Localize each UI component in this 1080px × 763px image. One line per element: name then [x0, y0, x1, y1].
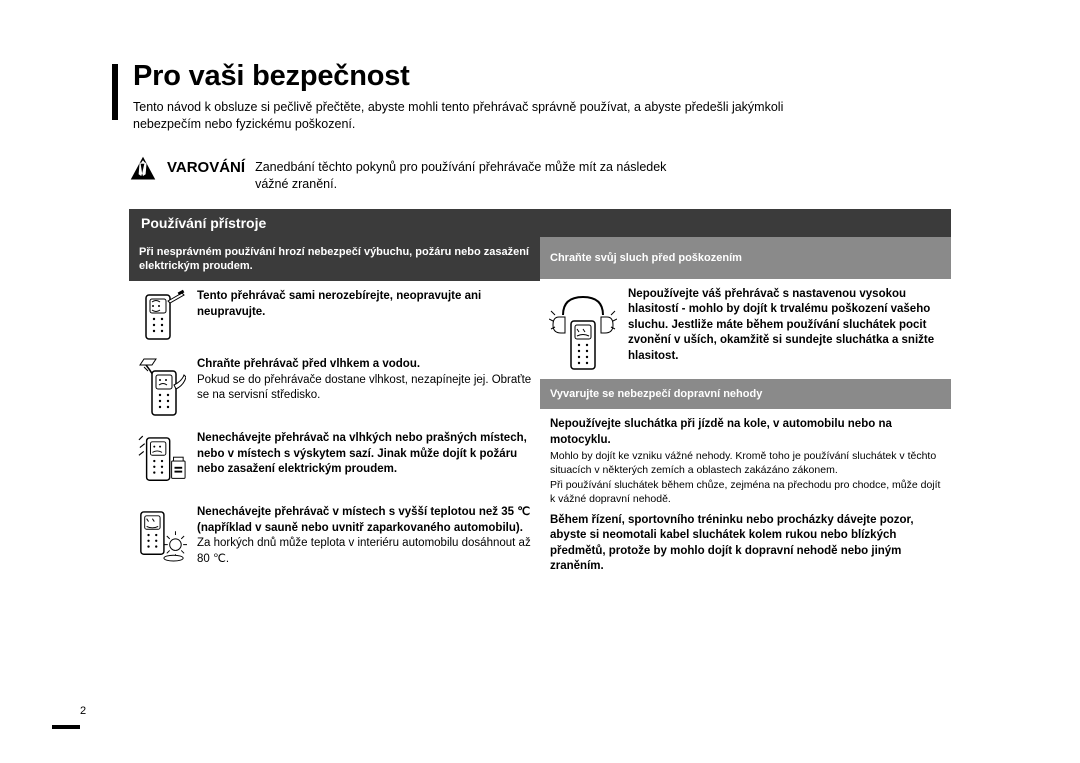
warning-line1: Zanedbání těchto pokynů pro používání př…: [255, 160, 666, 174]
right-subheading-hearing: Chraňte svůj sluch před poškozením: [540, 237, 951, 279]
water-text: Chraňte přehrávač před vlhkem a vodou. P…: [197, 357, 532, 404]
hearing-text: Nepoužívejte váš přehrávač s nastavenou …: [628, 287, 943, 365]
title-side-bar: [112, 64, 118, 120]
hazard-item-dust: Nenechávejte přehrávač na vlhkých nebo p…: [129, 423, 540, 497]
right-column: Chraňte svůj sluch před poškozením: [540, 237, 951, 579]
hearing-icon: [548, 287, 618, 375]
section-title: Používání přístroje: [129, 209, 951, 237]
warning-row: VAROVÁNÍ Zanedbání těchto pokynů pro pou…: [129, 155, 1000, 193]
heat-plain: Za horkých dnů může teplota v interiéru …: [197, 537, 531, 565]
intro-text: Tento návod k obsluze si pečlivě přečtět…: [133, 99, 833, 133]
left-column: Při nesprávném používání hrozí nebezpečí…: [129, 237, 540, 579]
warning-line2: vážné zranění.: [255, 177, 337, 191]
hazard-item-water: Chraňte přehrávač před vlhkem a vodou. P…: [129, 349, 540, 423]
water-bold: Chraňte přehrávač před vlhkem a vodou.: [197, 358, 420, 370]
water-icon: [137, 357, 187, 419]
traffic-small1: Mohlo by dojít ke vzniku vážné nehody. K…: [550, 450, 941, 477]
columns: Při nesprávném používání hrozí nebezpečí…: [129, 237, 951, 579]
page-number: 2: [80, 705, 86, 717]
traffic-bold2: Během řízení, sportovního tréninku nebo …: [550, 513, 941, 575]
right-subheading-traffic: Vyvarujte se nebezpečí dopravní nehody: [540, 379, 951, 409]
warning-label: VAROVÁNÍ: [167, 159, 245, 176]
heat-bold: Nenechávejte přehrávač v místech s vyšší…: [197, 506, 530, 534]
warning-text: Zanedbání těchto pokynů pro používání př…: [255, 159, 666, 193]
page-mark: [52, 725, 80, 729]
page-title: Pro vaši bezpečnost: [133, 60, 1000, 93]
heat-text: Nenechávejte přehrávač v místech s vyšší…: [197, 505, 532, 567]
traffic-small2: Při používání sluchátek během chůze, zej…: [550, 479, 941, 506]
hearing-item: Nepoužívejte váš přehrávač s nastavenou …: [540, 279, 951, 379]
disassemble-icon: [137, 289, 187, 345]
left-subheading: Při nesprávném používání hrozí nebezpečí…: [129, 237, 540, 282]
hazard-item-heat: Nenechávejte přehrávač v místech s vyšší…: [129, 497, 540, 571]
water-plain: Pokud se do přehrávače dostane vlhkost, …: [197, 374, 531, 402]
dust-text: Nenechávejte přehrávač na vlhkých nebo p…: [197, 431, 532, 478]
warning-triangle-icon: [129, 155, 157, 183]
page: Pro vaši bezpečnost Tento návod k obsluz…: [0, 0, 1080, 763]
heat-icon: [137, 505, 187, 567]
traffic-bold1: Nepoužívejte sluchátka při jízdě na kole…: [550, 417, 941, 448]
dust-icon: [137, 431, 187, 493]
traffic-block: Nepoužívejte sluchátka při jízdě na kole…: [540, 409, 951, 579]
hazard-item-disassemble: Tento přehrávač sami nerozebírejte, neop…: [129, 281, 540, 349]
disassemble-text: Tento přehrávač sami nerozebírejte, neop…: [197, 289, 532, 320]
